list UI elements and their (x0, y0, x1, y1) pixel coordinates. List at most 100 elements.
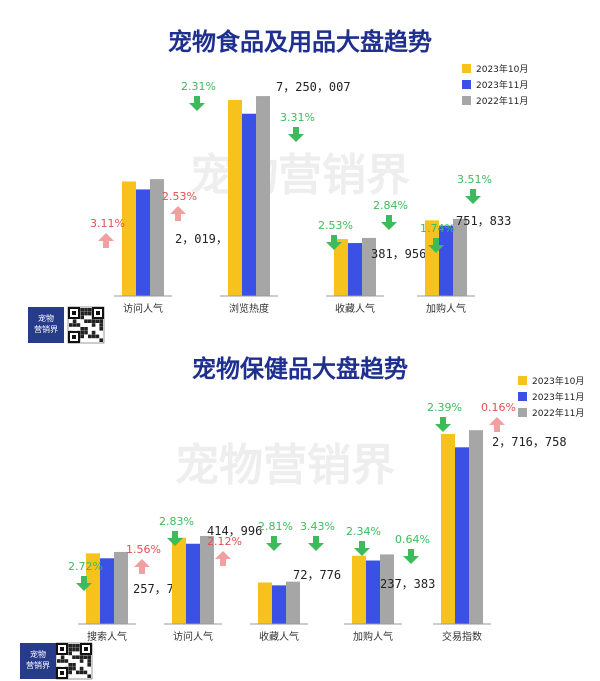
logo-line1: 宠物 (30, 649, 46, 659)
change-label: 2.72% (68, 560, 103, 573)
change-label: 2.31% (181, 80, 216, 93)
down-arrow-icon (326, 235, 342, 250)
change-label: 2.84% (373, 199, 408, 212)
down-arrow-icon (465, 189, 481, 204)
change-label: 2.53% (162, 190, 197, 203)
down-arrow-icon (189, 96, 205, 111)
change-label: 2.34% (346, 525, 381, 538)
bar (258, 582, 272, 624)
change-label: 1.74% (420, 222, 455, 235)
up-arrow-icon (489, 417, 505, 432)
up-arrow-icon (170, 206, 186, 221)
bar (122, 181, 136, 296)
category-label: 访问人气 (123, 302, 163, 315)
change-label: 2.39% (427, 401, 462, 414)
change-label: 3.43% (300, 520, 335, 533)
bar (86, 553, 100, 624)
change-label: 2.53% (318, 219, 353, 232)
bar (469, 430, 483, 624)
bar (200, 535, 214, 624)
down-arrow-icon (76, 576, 92, 591)
chart-title-food: 宠物食品及用品大盘趋势 (168, 28, 432, 56)
qr-code-2 (55, 642, 93, 680)
change-label: 2.81% (258, 520, 293, 533)
change-label: 0.16% (481, 401, 516, 414)
bar (256, 96, 270, 296)
data-label: 72，776 (293, 568, 341, 582)
watermark-2: 宠物营销界 (175, 440, 395, 491)
down-arrow-icon (428, 238, 444, 253)
category-label: 交易指数 (442, 630, 482, 643)
change-label: 3.11% (90, 217, 125, 230)
legend-swatch (518, 408, 527, 417)
chart-1: 2023年10月2023年11月2022年11月搜索人气257，7512.72%… (68, 375, 584, 643)
brand-logo-1: 宠物 营销界 (28, 307, 64, 343)
change-label: 2.83% (159, 515, 194, 528)
change-label: 3.51% (457, 173, 492, 186)
up-arrow-icon (134, 559, 150, 574)
bar (455, 447, 469, 624)
category-label: 浏览热度 (229, 302, 269, 315)
down-arrow-icon (266, 536, 282, 551)
legend-label: 2023年10月 (532, 375, 584, 387)
down-arrow-icon (435, 417, 451, 432)
bar (439, 225, 453, 296)
watermark-1: 宠物营销界 (190, 150, 410, 201)
category-label: 加购人气 (426, 302, 466, 315)
data-label: 237，383 (380, 577, 435, 591)
bar (100, 558, 114, 624)
category-label: 搜索人气 (87, 630, 127, 643)
data-label: 381，956 (371, 247, 426, 261)
brand-logo-2: 宠物 营销界 (20, 643, 56, 679)
bar (286, 581, 300, 624)
logo-line1: 宠物 (38, 313, 54, 323)
legend-swatch (518, 376, 527, 385)
bar (366, 560, 380, 624)
bar (348, 243, 362, 296)
category-label: 加购人气 (353, 630, 393, 643)
down-arrow-icon (167, 531, 183, 546)
down-arrow-icon (288, 127, 304, 142)
down-arrow-icon (354, 541, 370, 556)
up-arrow-icon (215, 551, 231, 566)
change-label: 1.56% (126, 543, 161, 556)
legend-swatch (462, 96, 471, 105)
bar (172, 537, 186, 624)
category-label: 收藏人气 (335, 302, 375, 315)
bar (272, 585, 286, 624)
bar (334, 239, 348, 296)
bar (136, 189, 150, 296)
legend-label: 2023年10月 (476, 63, 528, 75)
change-label: 0.64% (395, 533, 430, 546)
data-label: 751，833 (456, 214, 511, 228)
qr-code-1 (67, 306, 105, 344)
bar (362, 237, 376, 296)
data-label: 414，996 (207, 524, 262, 538)
bar (352, 555, 366, 624)
down-arrow-icon (308, 536, 324, 551)
legend-label: 2022年11月 (532, 407, 584, 419)
bar (150, 179, 164, 296)
legend-label: 2023年11月 (476, 79, 528, 91)
legend-label: 2022年11月 (476, 95, 528, 107)
down-arrow-icon (381, 215, 397, 230)
chart-title-health: 宠物保健品大盘趋势 (192, 355, 408, 383)
bar (186, 543, 200, 624)
legend-swatch (518, 392, 527, 401)
logo-line2: 营销界 (34, 324, 58, 334)
legend-label: 2023年11月 (532, 391, 584, 403)
bar (441, 434, 455, 624)
up-arrow-icon (98, 233, 114, 248)
category-label: 访问人气 (173, 630, 213, 643)
chart-0: 2023年10月2023年11月2022年11月访问人气2，019，8393.1… (90, 63, 528, 315)
logo-line2: 营销界 (26, 660, 50, 670)
legend-swatch (462, 64, 471, 73)
change-label: 3.31% (280, 111, 315, 124)
down-arrow-icon (403, 549, 419, 564)
data-label: 2，716，758 (492, 435, 567, 449)
change-label: 2.12% (207, 535, 242, 548)
bar (242, 113, 256, 296)
legend-swatch (462, 80, 471, 89)
bar (228, 100, 242, 296)
